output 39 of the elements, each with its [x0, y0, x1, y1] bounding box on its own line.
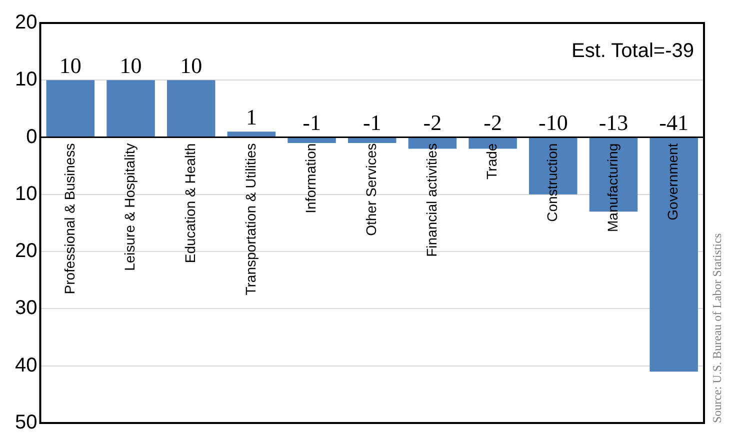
- y-tick-label: 0: [26, 126, 38, 148]
- y-tick-label: 30: [14, 297, 38, 320]
- y-tick-label: 40: [14, 354, 38, 376]
- data-label: -10: [538, 110, 568, 136]
- y-tick-label: 10: [14, 68, 38, 91]
- bar: [106, 80, 155, 137]
- data-label: 10: [120, 52, 142, 78]
- data-label: -2: [484, 110, 502, 136]
- data-label: -1: [302, 110, 321, 136]
- bar: [348, 138, 396, 143]
- x-tick-label: Information: [302, 143, 319, 214]
- y-tick-label: 20: [14, 240, 38, 262]
- data-label: -2: [423, 110, 442, 136]
- data-label: 10: [59, 52, 82, 78]
- data-label: -13: [598, 110, 628, 136]
- y-tick-label: 20: [14, 12, 38, 34]
- data-label: 10: [180, 52, 202, 78]
- x-tick-label: Leisure & Hospitality: [122, 143, 138, 271]
- x-tick-label: Professional & Business: [61, 143, 78, 294]
- annotation: Est. Total=-39: [572, 40, 694, 62]
- data-label: 1: [246, 104, 257, 130]
- x-tick-label: Trade: [484, 143, 500, 180]
- bar: [650, 138, 698, 372]
- bar: [288, 138, 336, 143]
- x-tick-label: Other Services: [362, 143, 379, 236]
- bar: [227, 132, 276, 137]
- bar: [166, 80, 216, 137]
- x-tick-label: Construction: [544, 143, 560, 222]
- source-note: Source: U.S. Bureau of Labor Statistics: [710, 233, 724, 423]
- bar: [46, 80, 95, 137]
- x-tick-label: Manufacturing: [604, 143, 620, 232]
- y-tick-label: 10: [14, 182, 38, 205]
- x-tick-label: Transportation & Utilities: [242, 143, 258, 296]
- data-label: -41: [659, 110, 688, 136]
- x-tick-label: Education & Health: [182, 143, 198, 264]
- y-tick-label: 50: [14, 412, 38, 434]
- x-tick-label: Financial activities: [423, 143, 440, 257]
- x-tick-label: Government: [664, 143, 681, 220]
- data-label: -1: [362, 110, 382, 136]
